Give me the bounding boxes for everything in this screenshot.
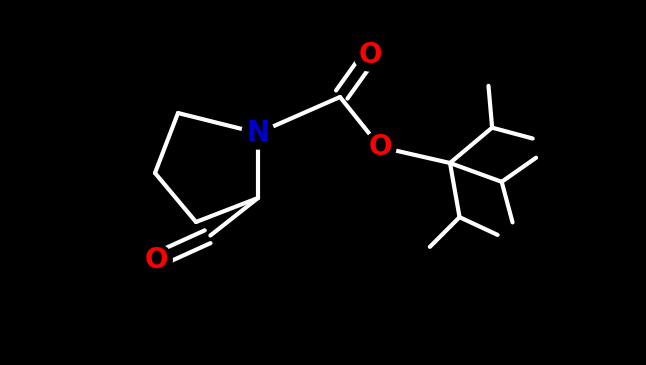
Circle shape [354, 39, 386, 71]
Text: O: O [368, 133, 391, 161]
Text: N: N [246, 119, 269, 147]
Text: O: O [145, 246, 168, 274]
Text: O: O [359, 41, 382, 69]
Circle shape [140, 244, 172, 276]
Circle shape [242, 117, 274, 149]
Circle shape [364, 131, 396, 163]
